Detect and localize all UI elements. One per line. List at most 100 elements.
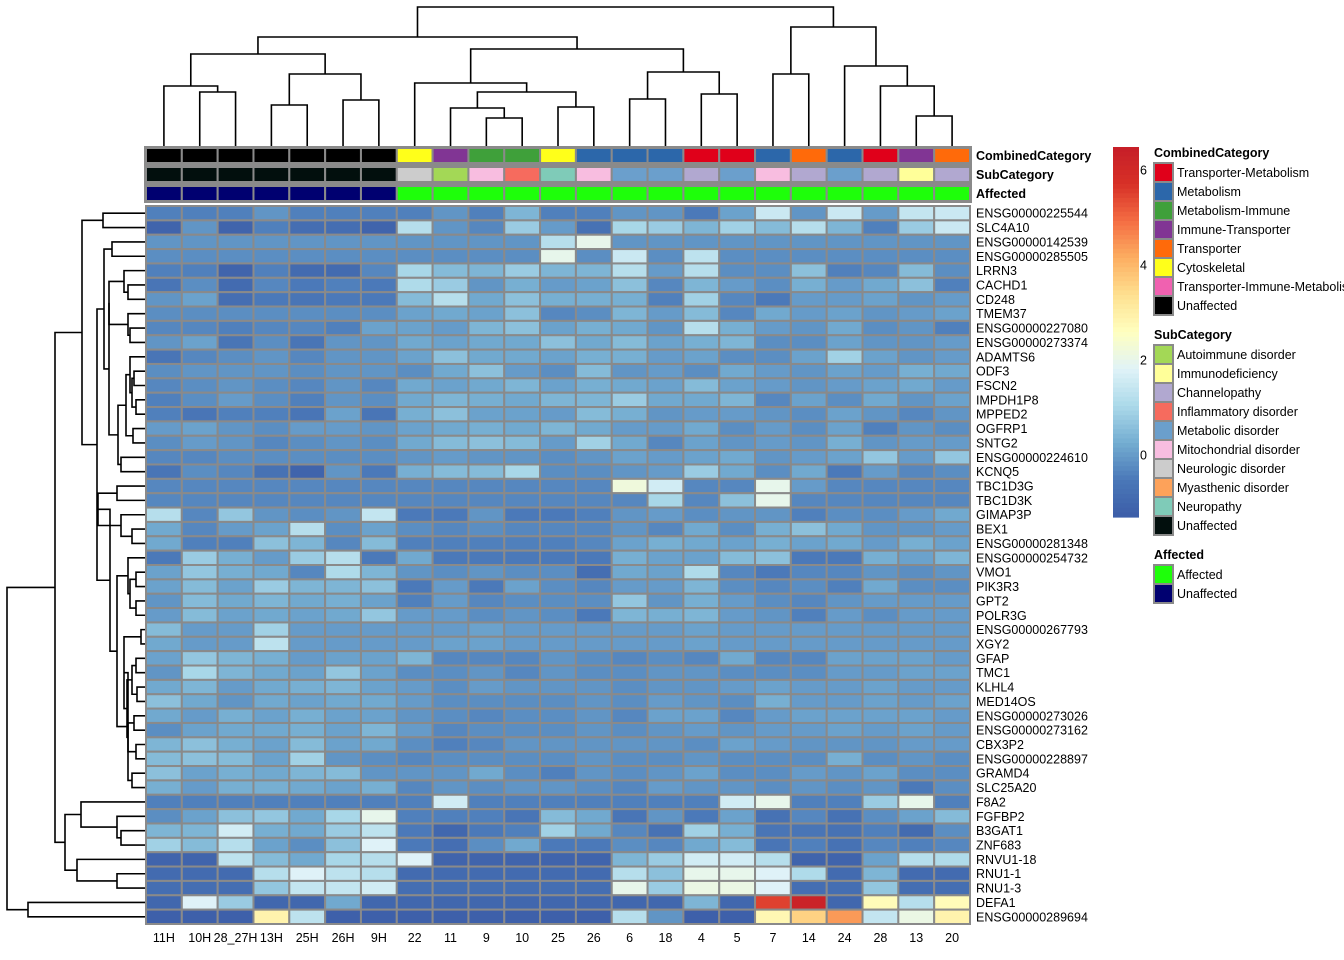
heatmap-cell [610, 635, 649, 653]
heatmap-cell [646, 377, 685, 394]
color-bar-segment [1113, 503, 1139, 509]
heatmap-cell [789, 348, 828, 365]
heatmap-cell [539, 319, 577, 337]
heatmap-cell [216, 334, 255, 351]
heatmap-cell [754, 492, 792, 509]
heatmap-cell [180, 564, 219, 581]
heatmap-cell [288, 248, 327, 265]
color-bar-segment [1113, 373, 1139, 379]
heatmap-cell [610, 721, 649, 739]
heatmap-cell [754, 836, 792, 854]
heatmap-cell [252, 492, 291, 509]
dendrogram-branch [54, 331, 82, 844]
heatmap-cell [467, 607, 506, 624]
annotation-cell-subcategory [933, 166, 971, 183]
heatmap-cell [933, 721, 971, 739]
column-label: 14 [802, 931, 816, 945]
heatmap-cell [646, 219, 685, 236]
heatmap-cell [574, 693, 613, 710]
heatmap-cell [252, 276, 291, 294]
heatmap-cell [539, 520, 577, 538]
heatmap-cell [324, 305, 362, 322]
heatmap-cell [145, 391, 183, 409]
heatmap-cell [574, 248, 613, 265]
heatmap-cell [180, 219, 219, 236]
heatmap-cell [359, 650, 398, 667]
heatmap-cell [431, 348, 470, 365]
heatmap-cell [467, 406, 506, 423]
color-bar-segment [1113, 498, 1139, 504]
heatmap-cell [467, 205, 506, 222]
heatmap-cell [324, 391, 362, 409]
heatmap-cell [897, 449, 936, 466]
heatmap-cell [216, 678, 255, 696]
heatmap-cell [395, 233, 434, 251]
heatmap-cell [288, 477, 327, 495]
dendrogram-branch [131, 528, 145, 545]
heatmap-cell [216, 635, 255, 653]
heatmap-cell [467, 434, 506, 452]
heatmap-cell [359, 851, 398, 868]
column-label: 18 [659, 931, 673, 945]
heatmap-cell [503, 205, 542, 222]
heatmap-cell [825, 219, 864, 236]
heatmap-cell [288, 549, 327, 567]
heatmap-cell [145, 865, 183, 882]
heatmap-cell [180, 808, 219, 825]
heatmap-cell [467, 348, 506, 365]
heatmap-cell [539, 205, 577, 222]
heatmap-cell [503, 248, 542, 265]
heatmap-cell [252, 707, 291, 724]
annotation-cell-affected [431, 185, 470, 202]
heatmap-cell [574, 607, 613, 624]
heatmap-cell [574, 707, 613, 724]
heatmap-cell [825, 607, 864, 624]
heatmap-cell [718, 736, 757, 753]
heatmap-cell [503, 334, 542, 351]
heatmap-cell [180, 822, 219, 839]
heatmap-cell [359, 205, 398, 222]
heatmap-cell [467, 664, 506, 681]
heatmap-cell [216, 822, 255, 839]
heatmap-cell [646, 549, 685, 567]
heatmap-cell [395, 276, 434, 294]
heatmap-cell [288, 391, 327, 409]
color-bar-segment [1113, 480, 1139, 486]
heatmap-cell [789, 793, 828, 811]
heatmap-cell [754, 319, 792, 337]
heatmap-cell [503, 808, 542, 825]
row-label: ENSG00000142539 [976, 235, 1088, 249]
heatmap-cell [431, 578, 470, 595]
dendrogram-branch [135, 571, 145, 588]
heatmap-cell [180, 248, 219, 265]
color-bar-segment [1113, 322, 1139, 328]
row-label: SLC25A20 [976, 781, 1037, 795]
heatmap-cell [252, 894, 291, 911]
heatmap-cell [933, 793, 971, 811]
heatmap-cell [861, 879, 900, 897]
heatmap-cell [754, 463, 792, 480]
heatmap-cell [467, 477, 506, 495]
heatmap-cell [718, 664, 757, 681]
legend-item-label: Neurologic disorder [1177, 462, 1285, 476]
annotation-cell-combinedcategory [825, 147, 864, 164]
heatmap-cell [718, 434, 757, 452]
heatmap-cell [145, 377, 183, 394]
heatmap-cell [718, 765, 757, 782]
heatmap-cell [646, 607, 685, 624]
dendrogram-branch [116, 485, 145, 502]
heatmap-cell [395, 678, 434, 696]
color-bar-segment [1113, 160, 1139, 167]
heatmap-cell [503, 291, 542, 308]
color-bar-segment [1113, 341, 1139, 347]
heatmap-cell [467, 520, 506, 538]
heatmap-cell [933, 233, 971, 251]
heatmap-cell [539, 721, 577, 739]
heatmap-cell [718, 248, 757, 265]
heatmap-cell [467, 736, 506, 753]
heatmap-cell [789, 836, 828, 854]
heatmap-cell [431, 851, 470, 868]
color-bar-segment [1113, 211, 1139, 217]
heatmap-cell [646, 362, 685, 380]
heatmap-cell [718, 463, 757, 480]
